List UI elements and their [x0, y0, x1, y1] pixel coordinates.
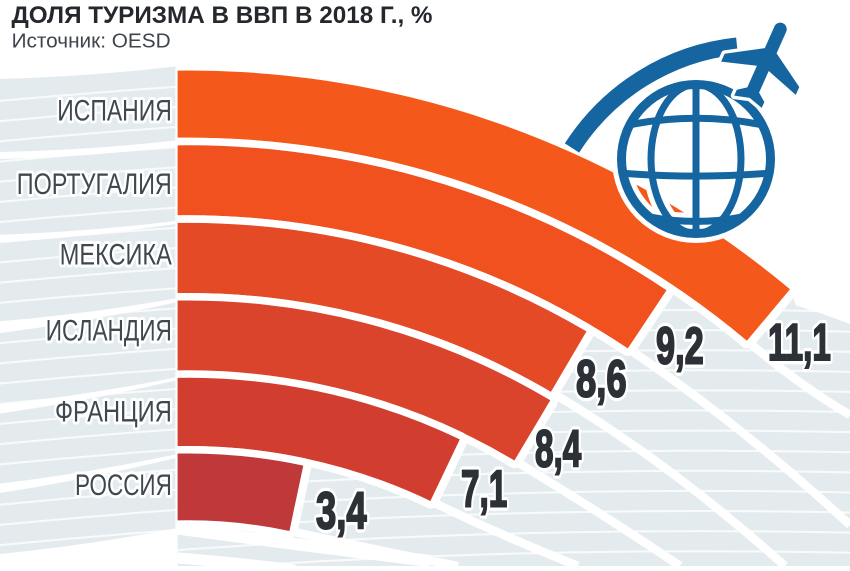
svg-text:8,6: 8,6 — [576, 349, 627, 408]
svg-text:7,1: 7,1 — [461, 460, 507, 518]
svg-text:ИСПАНИЯ: ИСПАНИЯ — [57, 95, 172, 128]
svg-text:ФРАНЦИЯ: ФРАНЦИЯ — [55, 395, 172, 428]
svg-text:ИСЛАНДИЯ: ИСЛАНДИЯ — [46, 315, 172, 348]
svg-text:ПОРТУГАЛИЯ: ПОРТУГАЛИЯ — [17, 168, 172, 201]
svg-text:ДОЛЯ ТУРИЗМА В ВВП В 2018 Г.,: ДОЛЯ ТУРИЗМА В ВВП В 2018 Г., % — [12, 2, 433, 29]
svg-text:9,2: 9,2 — [656, 317, 704, 375]
svg-text:РОССИЯ: РОССИЯ — [75, 469, 172, 502]
svg-text:РОССИЯ: РОССИЯ — [75, 469, 172, 502]
svg-text:ПОРТУГАЛИЯ: ПОРТУГАЛИЯ — [17, 168, 172, 201]
svg-text:8,6: 8,6 — [576, 349, 627, 408]
svg-text:МЕКСИКА: МЕКСИКА — [60, 239, 172, 272]
svg-text:8,4: 8,4 — [535, 420, 582, 478]
svg-text:11,1: 11,1 — [768, 313, 831, 371]
svg-text:9,2: 9,2 — [656, 317, 704, 375]
svg-text:ИСПАНИЯ: ИСПАНИЯ — [57, 95, 172, 128]
svg-text:3,4: 3,4 — [316, 481, 367, 540]
svg-text:МЕКСИКА: МЕКСИКА — [60, 239, 172, 272]
svg-text:8,4: 8,4 — [535, 420, 582, 478]
svg-text:ИСЛАНДИЯ: ИСЛАНДИЯ — [46, 315, 172, 348]
svg-text:3,4: 3,4 — [316, 481, 367, 540]
svg-text:ФРАНЦИЯ: ФРАНЦИЯ — [55, 395, 172, 428]
svg-text:Источник: OESD: Источник: OESD — [12, 30, 171, 52]
svg-text:11,1: 11,1 — [768, 313, 831, 371]
svg-text:7,1: 7,1 — [461, 460, 507, 518]
